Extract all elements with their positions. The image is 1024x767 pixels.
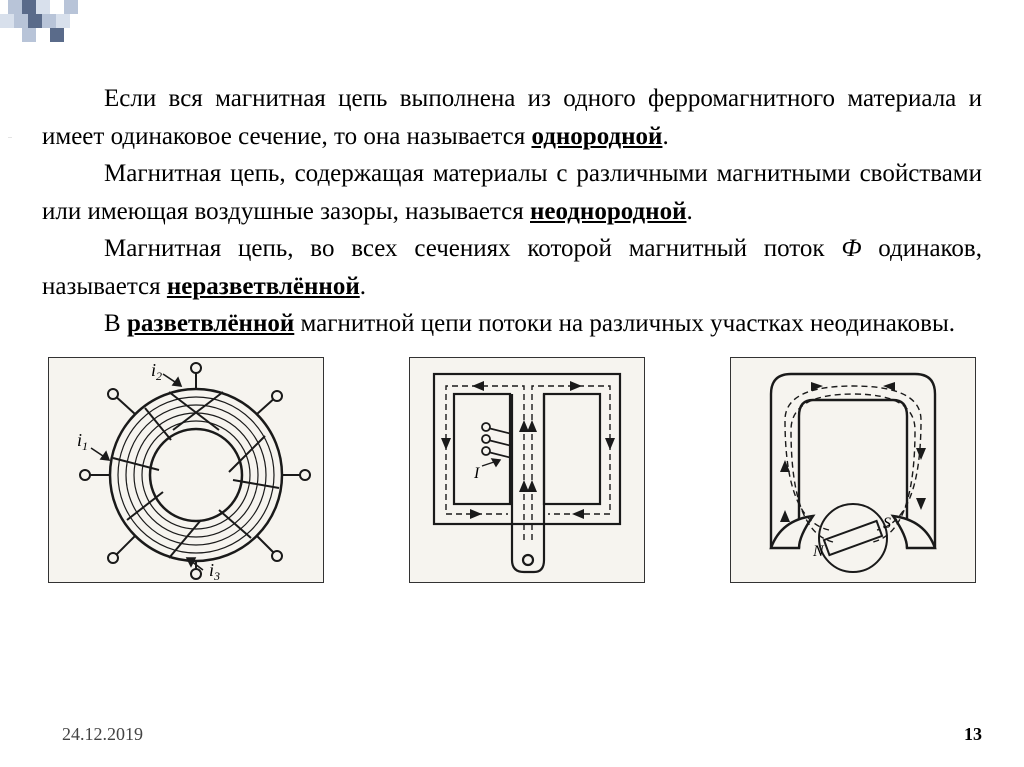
paragraph-1: Если вся магнитная цепь выполнена из одн…	[42, 80, 982, 155]
p1-end: .	[662, 123, 668, 150]
paragraph-3: Магнитная цепь, во всех сечениях которой…	[42, 230, 982, 305]
figure-2: I	[409, 357, 645, 583]
p4-text-a: В	[104, 310, 127, 337]
figure-3: N S	[730, 357, 976, 583]
p3-text-a: Магнитная цепь, во всех сечениях которой…	[104, 235, 841, 262]
p2-end: .	[686, 198, 692, 225]
p3-underline: неразветвлённой	[167, 273, 360, 300]
p4-text-b: магнитной цепи потоки на различных участ…	[294, 310, 955, 337]
fig1-i2: i2	[151, 360, 162, 383]
corner-decoration	[0, 0, 160, 70]
fig3-S: S	[883, 515, 891, 532]
p1-underline: однородной	[531, 123, 662, 150]
paragraph-4: В разветвлённой магнитной цепи потоки на…	[42, 305, 982, 343]
p2-underline: неоднородной	[530, 198, 686, 225]
p4-underline: разветвлённой	[127, 310, 294, 337]
footer-date: 24.12.2019	[62, 724, 143, 745]
p1-text: Если вся магнитная цепь выполнена из одн…	[42, 85, 982, 150]
fig1-i1: i1	[77, 430, 88, 453]
slide-content: Если вся магнитная цепь выполнена из одн…	[42, 80, 982, 583]
fig1-i3: i3	[209, 560, 220, 580]
paragraph-2: Магнитная цепь, содержащая материалы с р…	[42, 155, 982, 230]
figure-1: i2 i1 i3	[48, 357, 324, 583]
fig2-I: I	[473, 465, 480, 482]
margin-mark: —	[8, 134, 12, 139]
p3-phi: Ф	[841, 235, 861, 262]
body-text: Если вся магнитная цепь выполнена из одн…	[42, 80, 982, 343]
figures-row: i2 i1 i3	[42, 357, 982, 583]
footer-page-number: 13	[964, 724, 982, 745]
fig3-N: N	[812, 543, 825, 560]
p2-text: Магнитная цепь, содержащая материалы с р…	[42, 160, 982, 225]
p3-end: .	[360, 273, 366, 300]
